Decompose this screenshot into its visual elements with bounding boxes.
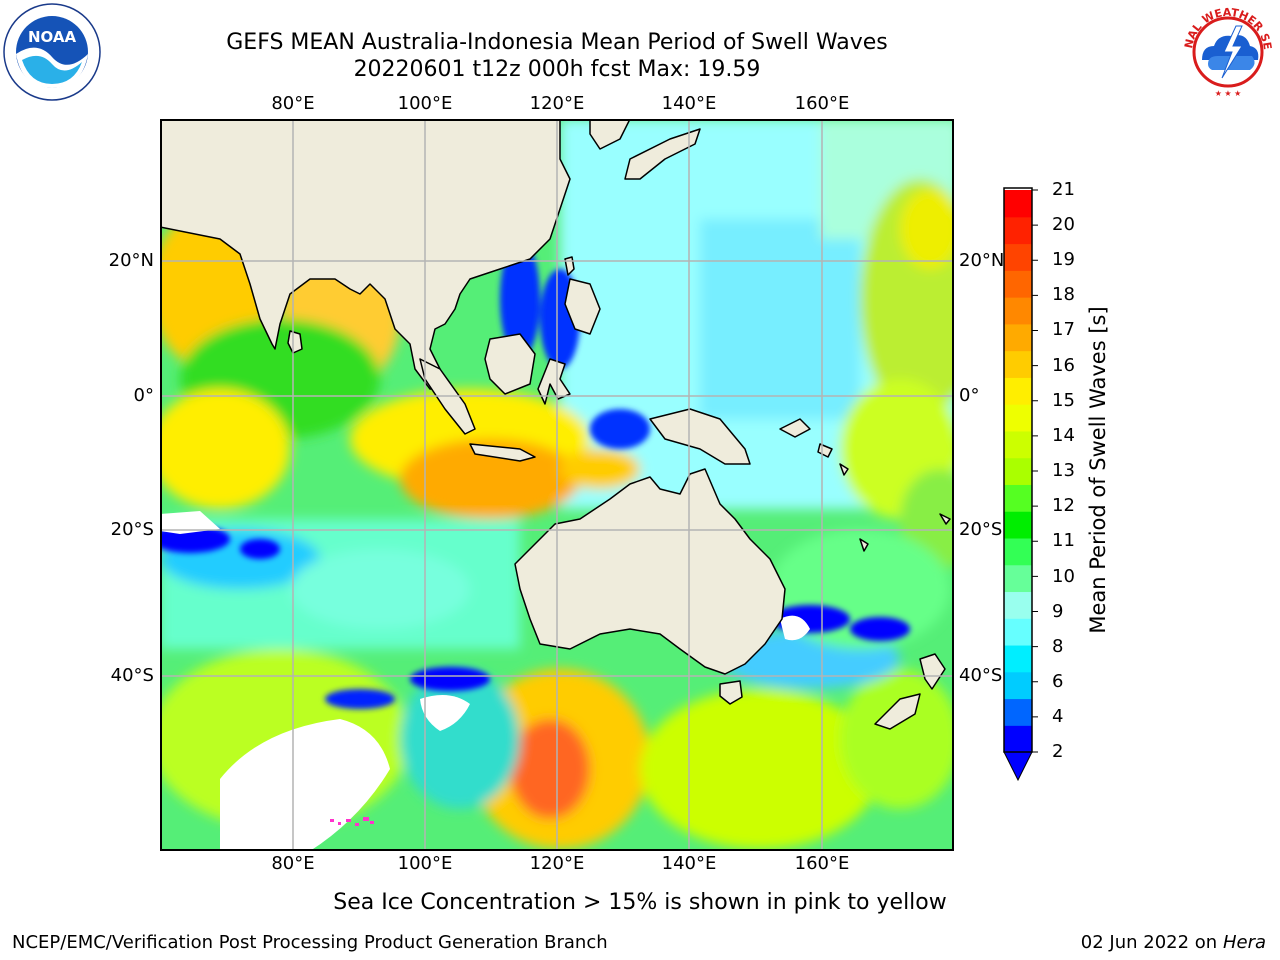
colorbar-segment [1004,216,1032,245]
lon-label-top-140e: 140°E [661,93,717,114]
lat-label-left-40s: 40°S [110,665,154,686]
colorbar-segment [1004,190,1032,218]
lon-label-top-100e: 100°E [397,93,453,114]
map-border [160,119,954,851]
colorbar-label-19: 19 [1052,249,1075,270]
lon-label-top-120e: 120°E [529,93,585,114]
colorbar-label-9: 9 [1052,601,1064,622]
colorbar-segment [1004,270,1032,298]
colorbar-segment [1004,350,1032,378]
lat-label-right-20n: 20°N [959,250,1005,271]
colorbar-segment [1004,644,1032,673]
lat-label-left-20s: 20°S [110,519,154,540]
antarctic-region [220,719,390,851]
colorbar-segment [1004,537,1032,566]
lon-label-top-80e: 80°E [271,93,315,114]
colorbar-segment [1004,698,1032,726]
australia [514,468,786,675]
sea-ice-specks [330,817,374,826]
lon-label-bottom-160e: 160°E [794,853,850,874]
colorbar-title: Mean Period of Swell Waves [s] [1086,306,1110,634]
noaa-logo: NOAA [3,3,101,101]
colorbar-segment [1004,591,1032,619]
lat-label-left-0: 0° [133,385,154,406]
map-subtitle: 20220601 t12z 000h fcst Max: 19.59 [353,57,761,82]
lat-label-right-20s: 20°S [959,519,1003,540]
sea-ice-note: Sea Ice Concentration > 15% is shown in … [333,890,947,915]
graticule [160,119,954,851]
colorbar-segment [1004,457,1032,485]
lon-label-bottom-80e: 80°E [271,853,315,874]
colorbar-segment [1004,430,1032,459]
colorbar [1003,187,1038,782]
colorbar-label-4: 4 [1052,706,1064,727]
colorbar-segment [1004,564,1032,593]
colorbar-label-12: 12 [1052,495,1075,516]
colorbar-label-13: 13 [1052,460,1075,481]
nws-logo: NATIONAL WEATHER SERVICE ★ ★ ★ [1178,2,1275,99]
colorbar-label-11: 11 [1052,530,1075,551]
colorbar-segment [1004,511,1032,539]
colorbar-label-20: 20 [1052,214,1075,235]
land-masses [160,119,951,730]
lon-label-bottom-100e: 100°E [397,853,453,874]
colorbar-ticks [1032,189,1038,753]
lon-label-bottom-140e: 140°E [661,853,717,874]
colorbar-label-8: 8 [1052,636,1064,657]
colorbar-label-17: 17 [1052,319,1075,340]
colorbar-segment [1004,671,1032,700]
colorbar-segment [1004,243,1032,271]
colorbar-label-14: 14 [1052,425,1075,446]
colorbar-segment [1004,484,1032,512]
colorbar-label-15: 15 [1052,390,1075,411]
noaa-logo-text: NOAA [28,28,77,46]
lat-label-left-20n: 20°N [108,250,154,271]
lat-label-right-0: 0° [959,385,980,406]
lon-label-top-160e: 160°E [794,93,850,114]
colorbar-segment [1004,725,1032,753]
colorbar-label-18: 18 [1052,284,1075,305]
colorbar-label-16: 16 [1052,355,1075,376]
colorbar-outline [1003,187,1033,753]
colorbar-segments [1004,190,1032,753]
map-title: GEFS MEAN Australia-Indonesia Mean Perio… [226,30,888,55]
colorbar-segment [1004,404,1032,432]
colorbar-label-6: 6 [1052,671,1064,692]
lon-label-bottom-120e: 120°E [529,853,585,874]
colorbar-label-21: 21 [1052,179,1075,200]
colorbar-label-2: 2 [1052,741,1064,762]
colorbar-segment [1004,618,1032,646]
footer-date: 02 Jun 2022 on Hera [1081,932,1266,954]
asia-mainland [160,119,571,390]
lat-label-right-40s: 40°S [959,665,1003,686]
colorbar-label-10: 10 [1052,566,1075,587]
swell-period-map [160,119,954,851]
footer-date-text: 02 Jun 2022 on [1080,932,1218,953]
colorbar-segment [1004,323,1032,352]
footer-credit: NCEP/EMC/Verification Post Processing Pr… [12,932,608,953]
colorbar-segment [1004,297,1032,325]
footer-machine: Hera [1222,932,1266,953]
svg-text:★ ★ ★: ★ ★ ★ [1215,89,1242,98]
colorbar-extend-triangle [1003,751,1033,782]
colorbar-segment [1004,377,1032,405]
